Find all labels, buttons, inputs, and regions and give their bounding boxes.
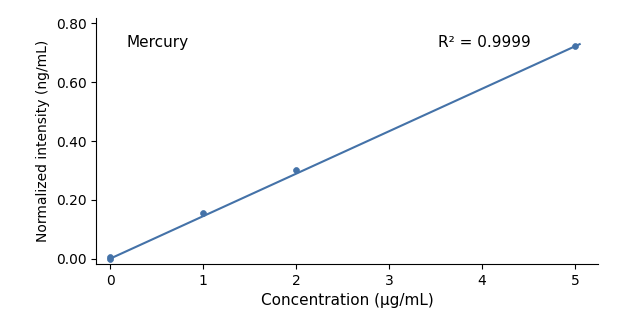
- Point: [105, 255, 115, 260]
- Point: [570, 43, 580, 48]
- Point: [105, 256, 115, 261]
- Y-axis label: Normalized intensity (ng/mL): Normalized intensity (ng/mL): [36, 40, 50, 242]
- X-axis label: Concentration (μg/mL): Concentration (μg/mL): [261, 293, 433, 308]
- Text: R² = 0.9999: R² = 0.9999: [438, 35, 530, 50]
- Point: [291, 168, 301, 173]
- Text: Mercury: Mercury: [126, 35, 188, 50]
- Point: [198, 211, 208, 216]
